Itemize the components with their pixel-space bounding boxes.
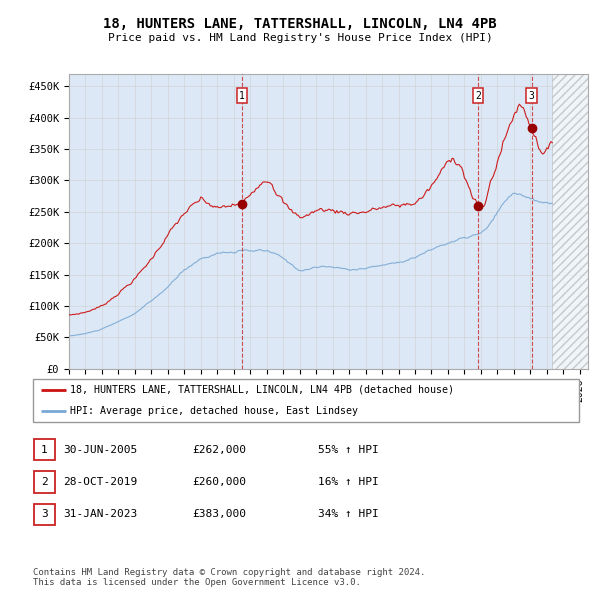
Text: 2: 2 [475, 91, 481, 101]
FancyBboxPatch shape [34, 504, 55, 525]
FancyBboxPatch shape [34, 471, 55, 493]
Text: £262,000: £262,000 [192, 445, 246, 454]
Text: HPI: Average price, detached house, East Lindsey: HPI: Average price, detached house, East… [70, 407, 358, 416]
Text: 1: 1 [239, 91, 245, 101]
Text: Contains HM Land Registry data © Crown copyright and database right 2024.
This d: Contains HM Land Registry data © Crown c… [33, 568, 425, 587]
Text: 1: 1 [41, 445, 48, 454]
Text: 34% ↑ HPI: 34% ↑ HPI [318, 510, 379, 519]
FancyBboxPatch shape [33, 379, 579, 422]
Text: Price paid vs. HM Land Registry's House Price Index (HPI): Price paid vs. HM Land Registry's House … [107, 34, 493, 43]
Text: 30-JUN-2005: 30-JUN-2005 [63, 445, 137, 454]
Text: £260,000: £260,000 [192, 477, 246, 487]
Text: 16% ↑ HPI: 16% ↑ HPI [318, 477, 379, 487]
Text: £383,000: £383,000 [192, 510, 246, 519]
Text: 2: 2 [41, 477, 48, 487]
Text: 18, HUNTERS LANE, TATTERSHALL, LINCOLN, LN4 4PB (detached house): 18, HUNTERS LANE, TATTERSHALL, LINCOLN, … [70, 385, 454, 395]
Text: 31-JAN-2023: 31-JAN-2023 [63, 510, 137, 519]
FancyBboxPatch shape [34, 439, 55, 460]
Text: 3: 3 [41, 510, 48, 519]
Text: 18, HUNTERS LANE, TATTERSHALL, LINCOLN, LN4 4PB: 18, HUNTERS LANE, TATTERSHALL, LINCOLN, … [103, 17, 497, 31]
Text: 55% ↑ HPI: 55% ↑ HPI [318, 445, 379, 454]
Bar [552, 74, 588, 369]
Text: 28-OCT-2019: 28-OCT-2019 [63, 477, 137, 487]
Text: 3: 3 [529, 91, 535, 101]
